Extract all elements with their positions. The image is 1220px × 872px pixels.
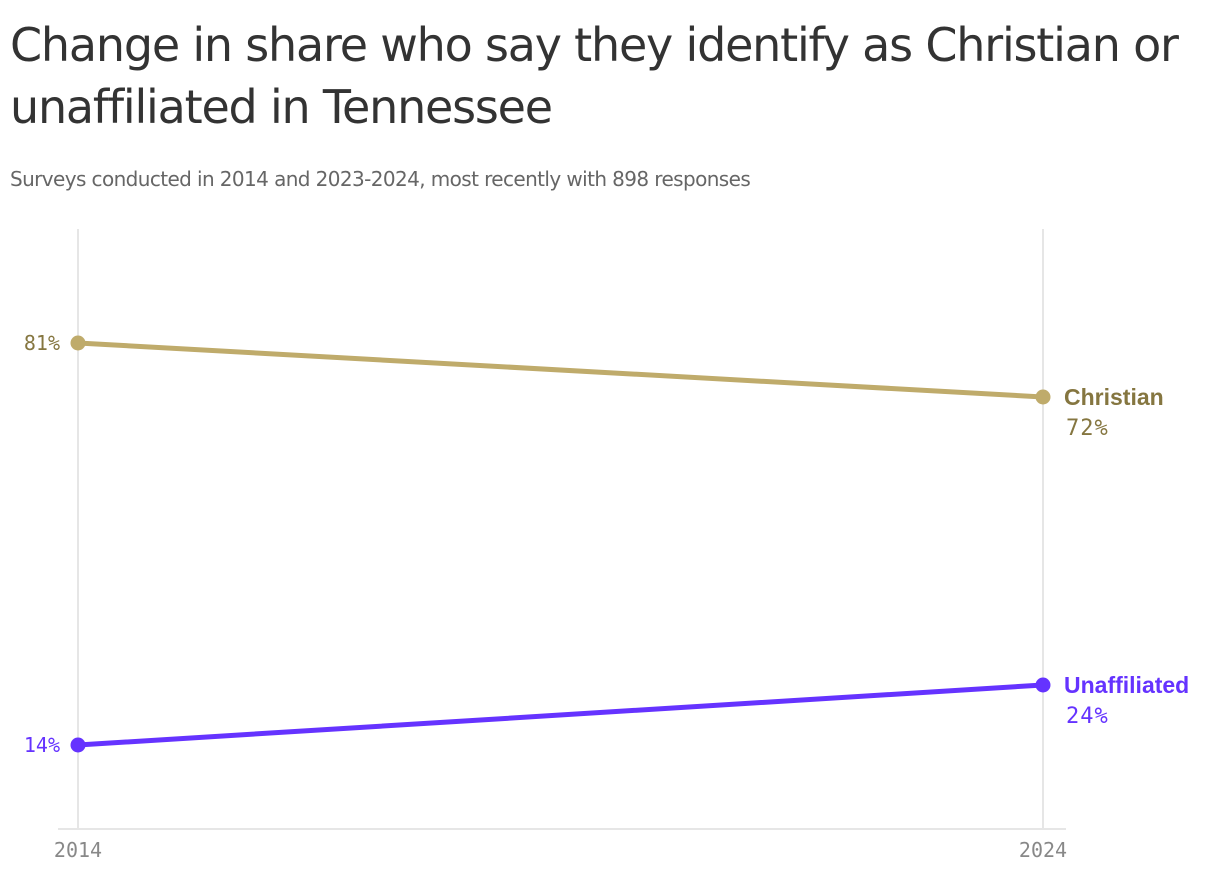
series-group: 81% Christian 72% 14% Unaffiliated 24% [24,331,1189,757]
series-line [75,682,1046,748]
x-tick-label: 2014 [54,838,102,862]
gridlines [77,229,1044,829]
start-value-label: 81% [24,331,60,355]
data-point [1035,389,1051,405]
chart-subtitle: Surveys conducted in 2014 and 2023-2024,… [10,167,751,191]
chart-title: Change in share who say they identify as… [10,18,1179,134]
x-axis: 2014 2024 [54,828,1067,862]
end-value-label: 24% [1066,704,1109,729]
series-christian: 81% Christian 72% [24,331,1164,441]
series-line [75,340,1046,400]
series-name-label: Christian [1064,384,1164,410]
data-point [70,737,86,753]
data-point [1035,677,1051,693]
end-value-label: 72% [1066,416,1109,441]
data-point [70,335,86,351]
start-value-label: 14% [24,733,60,757]
series-unaffiliated: 14% Unaffiliated 24% [24,672,1189,757]
series-name-label: Unaffiliated [1064,672,1189,698]
x-tick-label: 2024 [1019,838,1067,862]
